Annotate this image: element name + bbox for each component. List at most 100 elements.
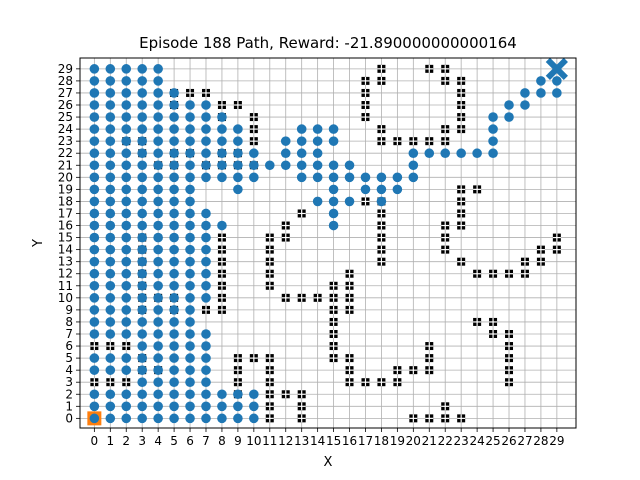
- path-point: [153, 256, 163, 267]
- path-point: [89, 305, 100, 315]
- path-point: [153, 88, 163, 98]
- path-point: [105, 280, 116, 291]
- path-point: [233, 389, 243, 400]
- obstacle-marker: [345, 305, 354, 314]
- path-point: [296, 172, 307, 183]
- y-tick-label: 2: [65, 387, 73, 401]
- path-point: [105, 196, 116, 207]
- path-point: [89, 353, 100, 363]
- y-tick-label: 6: [65, 339, 73, 353]
- path-point: [137, 64, 147, 74]
- obstacle-marker: [249, 113, 258, 122]
- obstacle-marker: [329, 293, 338, 302]
- path-point: [105, 244, 116, 255]
- path-point: [89, 196, 100, 207]
- path-point: [105, 353, 116, 363]
- path-point: [185, 329, 195, 339]
- obstacle-marker: [345, 293, 354, 302]
- path-point: [121, 353, 132, 363]
- path-point: [312, 172, 323, 183]
- path-point: [153, 184, 163, 195]
- y-tick-label: 16: [58, 219, 73, 233]
- path-point: [201, 293, 211, 303]
- y-tick-label: 14: [58, 243, 73, 257]
- path-point: [185, 256, 195, 267]
- obstacle-marker: [265, 378, 274, 387]
- path-point: [408, 160, 419, 171]
- path-point: [153, 208, 163, 219]
- path-point: [105, 208, 116, 219]
- path-point: [217, 112, 227, 122]
- obstacle-marker: [489, 317, 498, 326]
- path-point: [89, 365, 100, 375]
- path-point: [153, 232, 163, 243]
- goal-marker: [545, 57, 568, 80]
- x-tick-label: 29: [549, 434, 564, 448]
- path-point: [121, 124, 132, 134]
- path-point: [360, 172, 371, 183]
- path-point: [217, 389, 227, 400]
- path-point: [121, 172, 132, 183]
- obstacle-marker: [217, 233, 226, 242]
- path-point: [137, 293, 147, 303]
- obstacle-marker: [409, 366, 418, 375]
- path-point: [137, 244, 147, 255]
- path-point: [201, 353, 211, 363]
- path-point: [185, 232, 195, 243]
- obstacle-marker: [313, 293, 322, 302]
- obstacle-marker: [329, 305, 338, 314]
- path-point: [201, 268, 211, 279]
- path-point: [105, 124, 116, 134]
- y-tick-label: 24: [58, 122, 73, 136]
- path-point: [408, 172, 419, 183]
- path-point: [169, 88, 179, 98]
- path-point: [137, 136, 147, 146]
- obstacle-marker: [377, 125, 386, 134]
- path-point: [392, 172, 403, 183]
- path-point: [169, 341, 179, 351]
- x-tick-label: 11: [262, 434, 277, 448]
- path-point: [169, 280, 179, 291]
- path-point: [137, 317, 147, 327]
- path-point: [217, 148, 227, 159]
- path-point: [169, 124, 179, 134]
- x-tick-label: 16: [342, 434, 357, 448]
- path-point: [137, 220, 147, 231]
- path-point: [137, 413, 147, 424]
- path-point: [169, 172, 179, 183]
- path-point: [105, 232, 116, 243]
- path-point: [105, 413, 116, 424]
- path-point: [249, 160, 259, 171]
- path-point: [169, 329, 179, 339]
- path-point: [89, 184, 100, 195]
- obstacle-marker: [265, 354, 274, 363]
- path-point: [121, 256, 132, 267]
- path-point: [89, 232, 100, 243]
- path-point: [153, 365, 163, 375]
- path-point: [185, 184, 195, 195]
- path-point: [121, 293, 132, 303]
- path-point: [201, 256, 211, 267]
- path-point: [169, 365, 179, 375]
- path-point: [89, 124, 100, 134]
- y-tick-label: 23: [58, 134, 73, 148]
- obstacle-marker: [249, 125, 258, 134]
- obstacle-marker: [233, 378, 242, 387]
- obstacle-marker: [265, 402, 274, 411]
- path-point: [201, 208, 211, 219]
- path-point: [121, 401, 132, 412]
- x-tick-label: 20: [406, 434, 421, 448]
- path-point: [169, 317, 179, 327]
- path-point: [89, 389, 100, 400]
- path-point: [137, 100, 147, 110]
- path-point: [328, 160, 339, 171]
- obstacle-marker: [441, 233, 450, 242]
- path-point: [169, 244, 179, 255]
- plot-frame: [79, 57, 577, 429]
- obstacle-marker: [106, 342, 115, 351]
- path-point: [392, 184, 403, 195]
- obstacle-marker: [345, 269, 354, 278]
- path-point: [169, 112, 179, 122]
- path-point: [185, 220, 195, 231]
- x-tick-label: 27: [517, 434, 532, 448]
